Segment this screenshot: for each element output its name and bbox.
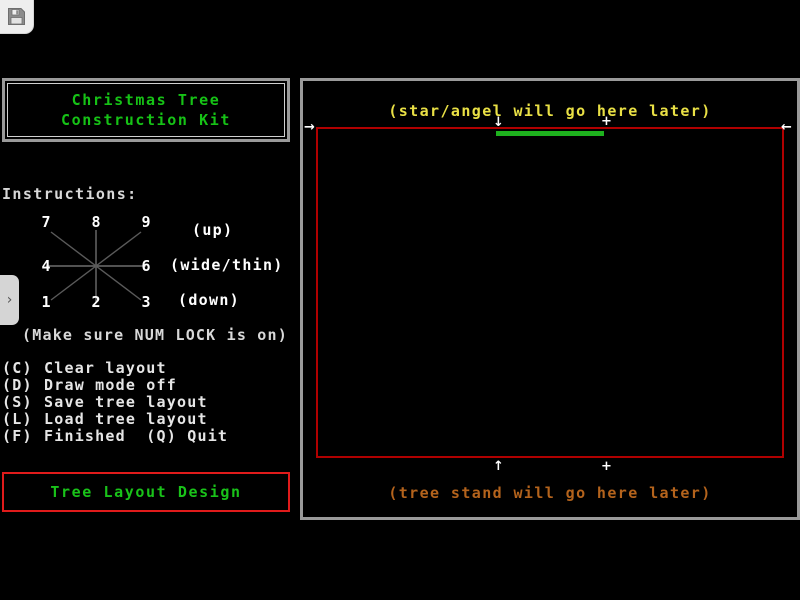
numpad-key-8: 8 — [91, 213, 101, 231]
command-key-load: (L) — [2, 410, 33, 428]
drawn-tree-segment — [496, 131, 604, 136]
left-panel: Christmas Tree Construction Kit Instruct… — [0, 78, 295, 520]
numpad-key-1: 1 — [41, 293, 51, 311]
command-label-clear: Clear layout — [44, 359, 167, 377]
numpad-key-6: 6 — [141, 257, 151, 275]
tree-stand-placeholder-note: (tree stand will go here later) — [388, 484, 712, 502]
chevron-right-icon: › — [6, 292, 13, 308]
status-badge: Tree Layout Design — [2, 472, 290, 512]
app-title-line-2: Construction Kit — [60, 111, 232, 129]
command-label-save: Save tree layout — [44, 393, 208, 411]
bottom-cursor-marker[interactable]: + — [601, 459, 612, 474]
tree-design-canvas-panel[interactable]: (star/angel will go here later) ↓ + ↑ + … — [300, 78, 800, 520]
command-row-load[interactable]: (L) Load tree layout — [2, 411, 292, 428]
direction-label-down: (down) — [178, 291, 240, 309]
left-arrow-marker: → — [304, 120, 315, 135]
bottom-up-arrow-marker: ↑ — [493, 459, 504, 474]
app-title-box: Christmas Tree Construction Kit — [2, 78, 290, 142]
floppy-disk-icon — [7, 7, 26, 26]
numpad-key-4: 4 — [41, 257, 51, 275]
app-title-line-1: Christmas Tree — [71, 91, 221, 109]
numpad-key-3: 3 — [141, 293, 151, 311]
command-row-draw-mode[interactable]: (D) Draw mode off — [2, 377, 292, 394]
star-placeholder-note: (star/angel will go here later) — [388, 102, 712, 120]
command-row-finished-quit[interactable]: (F) Finished (Q) Quit — [2, 428, 292, 445]
numpad-key-9: 9 — [141, 213, 151, 231]
instructions-heading: Instructions: — [2, 185, 138, 203]
command-list: (C) Clear layout (D) Draw mode off (S) S… — [2, 360, 292, 445]
numpad-key-2: 2 — [91, 293, 101, 311]
command-key-save: (S) — [2, 393, 33, 411]
command-row-save[interactable]: (S) Save tree layout — [2, 394, 292, 411]
top-cursor-marker[interactable]: + — [601, 114, 612, 129]
sidebar-expand-tab[interactable]: › — [0, 275, 19, 325]
direction-label-wide-thin: (wide/thin) — [170, 256, 284, 274]
status-badge-label: Tree Layout Design — [50, 483, 242, 501]
command-label-finished: Finished (Q) Quit — [44, 427, 229, 445]
command-row-clear[interactable]: (C) Clear layout — [2, 360, 292, 377]
direction-label-up: (up) — [192, 221, 234, 239]
right-arrow-marker: ← — [781, 120, 792, 135]
app-title-inner: Christmas Tree Construction Kit — [7, 83, 285, 137]
command-label-draw-mode: Draw mode off — [44, 376, 177, 394]
command-key-draw-mode: (D) — [2, 376, 33, 394]
numpad-key-7: 7 — [41, 213, 51, 231]
command-key-clear: (C) — [2, 359, 33, 377]
command-key-finished: (F) — [2, 427, 33, 445]
save-button[interactable] — [0, 0, 33, 33]
tree-bounds-frame — [316, 127, 784, 458]
numlock-note: (Make sure NUM LOCK is on) — [22, 326, 288, 344]
numpad-direction-diagram: 7 8 9 4 6 1 2 3 — [24, 213, 169, 316]
command-label-load: Load tree layout — [44, 410, 208, 428]
tree-design-canvas[interactable]: (star/angel will go here later) ↓ + ↑ + … — [303, 81, 797, 517]
top-down-arrow-marker: ↓ — [493, 115, 504, 130]
numpad-star-lines — [46, 230, 146, 302]
